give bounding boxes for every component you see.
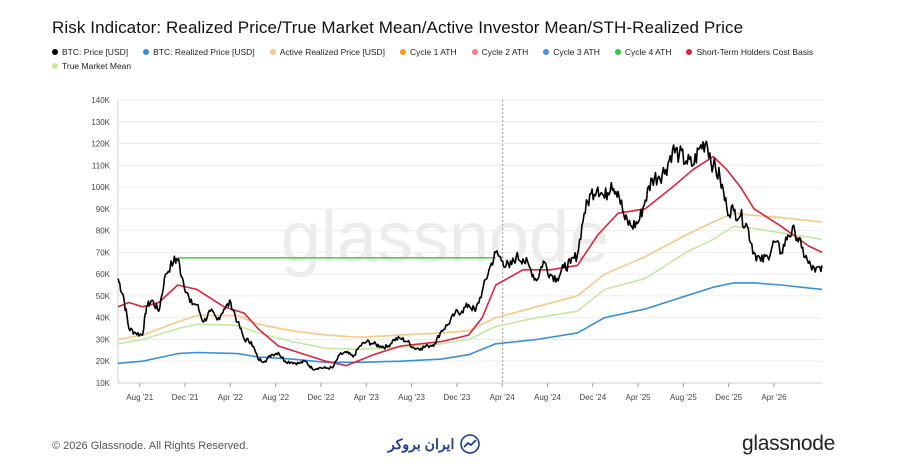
legend-label: BTC: Realized Price [USD] [153, 47, 255, 57]
partner-logo: ایران بروکر [388, 434, 481, 454]
chart-legend: BTC: Price [USD] BTC: Realized Price [US… [52, 47, 852, 71]
legend-label: Cycle 3 ATH [553, 47, 600, 57]
x-tick-label: Aug '23 [398, 393, 425, 402]
x-tick-label: Dec '22 [308, 393, 335, 402]
x-tick-label: Dec '24 [579, 393, 606, 402]
legend-item-cycle1[interactable]: Cycle 1 ATH [400, 47, 457, 57]
legend-item-cycle3[interactable]: Cycle 3 ATH [543, 47, 600, 57]
x-tick-label: Aug '25 [670, 393, 697, 402]
series-line-tmm [117, 225, 823, 351]
watermark: glassnode [281, 198, 609, 278]
x-tick-label: Apr '22 [218, 393, 244, 402]
y-tick-label: 60K [96, 270, 111, 279]
legend-item-realized[interactable]: BTC: Realized Price [USD] [143, 47, 255, 57]
legend-dot [52, 49, 58, 55]
legend-item-tmm[interactable]: True Market Mean [52, 61, 131, 71]
legend-label: Cycle 2 ATH [481, 47, 529, 57]
legend-dot [269, 49, 276, 55]
copyright-text: © 2026 Glassnode. All Rights Reserved. [52, 440, 249, 452]
legend-item-sth[interactable]: Short-Term Holders Cost Basis [686, 47, 813, 57]
legend-item-cycle4[interactable]: Cycle 4 ATH [614, 47, 672, 57]
x-tick-label: Aug '21 [126, 393, 153, 402]
y-tick-label: 10K [96, 379, 111, 388]
legend-label: BTC: Price [USD] [62, 47, 129, 57]
legend-label: Cycle 1 ATH [410, 47, 457, 57]
y-tick-label: 110K [92, 161, 111, 170]
y-axis: 10K 20K 30K 40K 50K 60K 70K 80K 90K 100K 110K 120K 1… [91, 96, 110, 388]
y-tick-label: 20K [96, 357, 111, 366]
y-tick-label: 120K [91, 140, 110, 149]
legend-label: Cycle 4 ATH [624, 47, 672, 57]
y-tick-label: 40K [96, 314, 111, 323]
legend-item-active[interactable]: Active Realized Price [USD] [269, 47, 386, 57]
y-tick-label: 80K [96, 227, 111, 236]
legend-dot [52, 63, 58, 69]
legend-dot [143, 49, 150, 55]
x-tick-label: Dec '23 [443, 393, 470, 402]
x-tick-label: Dec '25 [715, 393, 742, 402]
series-line-price [117, 140, 823, 371]
legend-dot [543, 49, 550, 55]
partner-name: ایران بروکر [388, 435, 455, 452]
y-tick-label: 90K [96, 205, 111, 214]
x-tick-label: Apr '24 [490, 393, 516, 402]
chart-area[interactable]: glassnode 10K 20K 30K 40K 50K 60K 70K 80K 90K 100… [0, 0, 900, 430]
y-tick-label: 130K [91, 118, 110, 127]
series-line-active [117, 212, 823, 341]
y-tick-label: 50K [96, 292, 111, 301]
legend-dot [686, 49, 693, 55]
legend-label: Short-Term Holders Cost Basis [696, 47, 814, 57]
y-tick-label: 30K [96, 335, 111, 344]
y-tick-label: 140K [91, 96, 110, 105]
x-tick-label: Apr '25 [626, 393, 652, 402]
series-lines [117, 140, 823, 371]
y-tick-label: 100K [91, 183, 110, 192]
series-line-realized [117, 282, 823, 365]
chart-up-icon [460, 434, 481, 454]
x-tick-label: Apr '26 [761, 393, 787, 402]
series-line-sth [117, 155, 823, 367]
x-tick-label: Dec '21 [172, 393, 199, 402]
x-axis: Aug '21 Dec '21 Apr '22 Aug '22 Dec '22 Apr '… [118, 382, 822, 402]
legend-dot [471, 49, 478, 55]
legend-item-price[interactable]: BTC: Price [USD] [52, 47, 128, 57]
chart-title: Risk Indicator: Realized Price/True Mark… [52, 18, 744, 37]
x-tick-label: Aug '22 [262, 393, 289, 402]
legend-label: True Market Mean [62, 61, 132, 71]
legend-dot [400, 49, 407, 55]
legend-dot [614, 49, 621, 55]
x-tick-label: Aug '24 [534, 393, 561, 402]
legend-label: Active Realized Price [USD] [279, 47, 386, 57]
legend-item-cycle2[interactable]: Cycle 2 ATH [471, 47, 529, 57]
y-tick-label: 70K [96, 248, 111, 257]
x-tick-label: Apr '23 [354, 393, 380, 402]
brand-logo: glassnode [742, 432, 836, 455]
